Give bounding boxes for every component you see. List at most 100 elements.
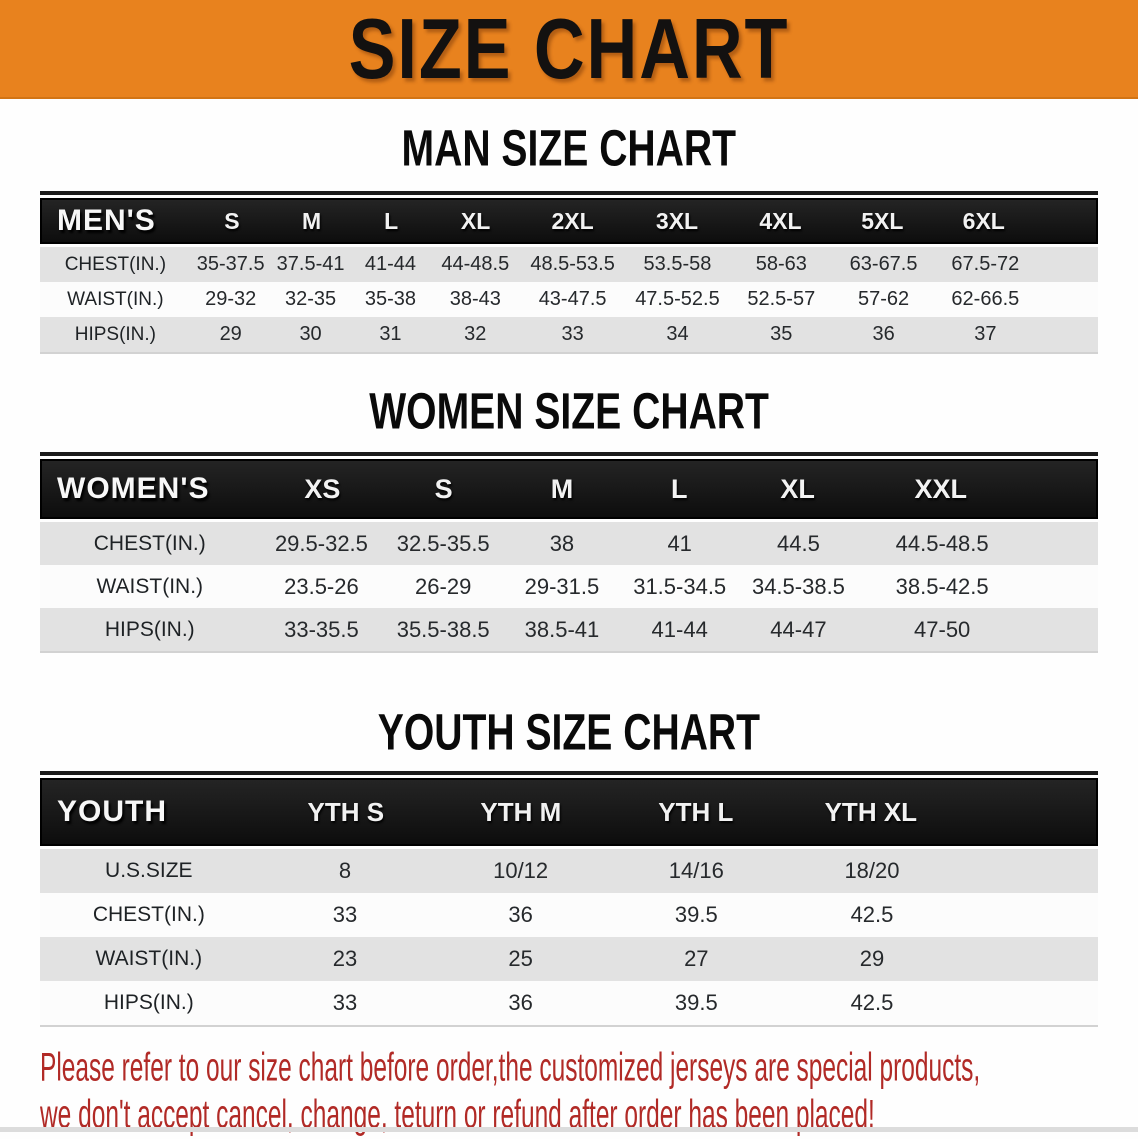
men-size-section: MAN SIZE CHART MEN'S S M L XL 2XL 3XL 4XL 5XL 6XL… xyxy=(0,119,1138,354)
column-header: 2XL xyxy=(551,207,594,234)
size-value-cell: 29 xyxy=(219,323,242,345)
size-value-cell: 35 xyxy=(770,323,793,345)
size-value-cell: 39.5 xyxy=(674,990,718,1015)
size-value-cell: 32 xyxy=(464,323,487,345)
bottom-edge-rule xyxy=(0,1127,1138,1132)
youth-size-table: YOUTH YTH S YTH M YTH L YTH XL U.S.SIZE 8 10/12… xyxy=(40,771,1098,1027)
size-value-cell: 10/12 xyxy=(493,858,549,883)
table-row: HIPS(IN.) 29 30 31 32 33 34 35 36 37 xyxy=(40,317,1098,352)
size-value-cell: 44-47 xyxy=(770,616,827,642)
table-row: WAIST(IN.) 29-32 32-35 35-38 38-43 43-47.5 47.… xyxy=(40,282,1098,317)
row-label: HIPS(IN.) xyxy=(103,991,194,1014)
size-value-cell: 29 xyxy=(859,946,885,971)
banner-title: SIZE CHART xyxy=(348,0,790,97)
size-value-cell: 34 xyxy=(666,323,689,345)
youth-section-heading: YOUTH SIZE CHART xyxy=(377,703,761,761)
column-header: M xyxy=(550,473,574,504)
size-value-cell: 44.5 xyxy=(777,530,820,556)
size-value-cell: 42.5 xyxy=(850,990,894,1015)
table-top-rule xyxy=(40,771,1098,775)
column-filler xyxy=(1024,461,1096,517)
column-header: M xyxy=(301,207,322,234)
column-header: XXL xyxy=(914,473,968,504)
column-header: YTH S xyxy=(307,796,385,827)
size-value-cell: 67.5-72 xyxy=(951,253,1020,275)
size-value-cell: 37 xyxy=(974,323,997,345)
column-header: XL xyxy=(780,473,815,504)
size-value-cell: 63-67.5 xyxy=(849,253,918,275)
row-label: CHEST(IN.) xyxy=(64,253,167,275)
row-label: CHEST(IN.) xyxy=(93,531,206,555)
column-header: YTH M xyxy=(480,796,562,827)
column-header: YTH XL xyxy=(824,796,918,827)
size-value-cell: 48.5-53.5 xyxy=(530,253,615,275)
cell-filler xyxy=(1036,282,1098,317)
size-value-cell: 14/16 xyxy=(668,858,724,883)
size-value-cell: 47-50 xyxy=(914,616,971,642)
table-top-rule xyxy=(40,452,1098,456)
women-size-table: WOMEN'S XS S M L XL XXL CHEST(IN.) 29.5-32.5 32.5… xyxy=(40,452,1098,653)
column-header: XL xyxy=(460,207,491,234)
size-value-cell: 36 xyxy=(508,990,533,1015)
size-value-cell: 41-44 xyxy=(651,616,708,642)
size-value-cell: 35-37.5 xyxy=(196,253,265,275)
size-value-cell: 25 xyxy=(508,946,533,971)
table-row: HIPS(IN.) 33-35.5 35.5-38.5 38.5-41 41-44 44-… xyxy=(40,608,1098,651)
row-label: WAIST(IN.) xyxy=(95,947,203,970)
size-value-cell: 26-29 xyxy=(415,573,472,599)
size-value-cell: 29.5-32.5 xyxy=(274,530,368,556)
size-value-cell: 38.5-42.5 xyxy=(895,573,989,599)
size-value-cell: 36 xyxy=(508,902,533,927)
size-value-cell: 58-63 xyxy=(755,253,807,275)
row-label: HIPS(IN.) xyxy=(104,617,195,641)
table-row: CHEST(IN.) 35-37.5 37.5-41 41-44 44-48.5 48.5… xyxy=(40,247,1098,282)
column-header: L xyxy=(384,207,399,234)
row-label: HIPS(IN.) xyxy=(74,323,157,345)
table-row: CHEST(IN.) 29.5-32.5 32.5-35.5 38 41 44.5 44.5… xyxy=(40,522,1098,565)
size-value-cell: 41 xyxy=(667,530,692,556)
size-value-cell: 52.5-57 xyxy=(747,288,816,310)
order-policy-note: Please refer to our size chart before or… xyxy=(40,1043,1138,1137)
table-row: U.S.SIZE 8 10/12 14/16 18/20 xyxy=(40,849,1098,893)
size-value-cell: 32-35 xyxy=(284,288,337,310)
women-size-section: WOMEN SIZE CHART WOMEN'S XS S M L XL XXL CHEST(… xyxy=(0,382,1138,653)
size-value-cell: 23.5-26 xyxy=(284,573,359,599)
column-header: YTH L xyxy=(658,796,734,827)
column-header: 3XL xyxy=(655,207,699,234)
size-value-cell: 34.5-38.5 xyxy=(751,573,845,599)
size-value-cell: 37.5-41 xyxy=(276,253,345,275)
table-row: WAIST(IN.) 23 25 27 29 xyxy=(40,937,1098,981)
size-value-cell: 38 xyxy=(549,530,575,556)
size-value-cell: 32.5-35.5 xyxy=(396,530,490,556)
size-value-cell: 62-66.5 xyxy=(951,288,1020,310)
size-value-cell: 29-32 xyxy=(205,288,257,310)
size-value-cell: 31.5-34.5 xyxy=(633,573,727,599)
size-value-cell: 53.5-58 xyxy=(643,253,712,275)
row-label: WAIST(IN.) xyxy=(67,288,164,310)
size-value-cell: 33 xyxy=(332,990,358,1015)
column-header: 4XL xyxy=(759,207,802,234)
size-value-cell: 47.5-52.5 xyxy=(635,288,720,310)
cell-filler xyxy=(960,937,1098,981)
table-group-label: YOUTH xyxy=(57,795,167,828)
youth-size-section: YOUTH SIZE CHART YOUTH YTH S YTH M YTH L YTH… xyxy=(0,703,1138,1027)
policy-line-1: Please refer to our size chart before or… xyxy=(40,1043,981,1090)
table-header-row: YOUTH YTH S YTH M YTH L YTH XL xyxy=(40,778,1098,846)
table-header-row: MEN'S S M L XL 2XL 3XL 4XL 5XL 6XL xyxy=(40,198,1098,244)
cell-filler xyxy=(1026,522,1098,565)
size-value-cell: 18/20 xyxy=(844,858,900,883)
column-header: L xyxy=(671,473,688,504)
table-header-row: WOMEN'S XS S M L XL XXL xyxy=(40,459,1098,519)
cell-filler xyxy=(1026,565,1098,608)
row-label: WAIST(IN.) xyxy=(96,574,204,598)
column-header: 6XL xyxy=(962,207,1005,234)
cell-filler xyxy=(1026,608,1098,651)
table-top-rule xyxy=(40,191,1098,195)
size-value-cell: 33-35.5 xyxy=(284,616,359,642)
size-value-cell: 31 xyxy=(379,323,402,345)
size-value-cell: 35.5-38.5 xyxy=(396,616,490,642)
column-header: 5XL xyxy=(861,207,904,234)
column-filler xyxy=(1034,200,1095,242)
cell-filler xyxy=(960,893,1098,937)
cell-filler xyxy=(960,981,1098,1025)
